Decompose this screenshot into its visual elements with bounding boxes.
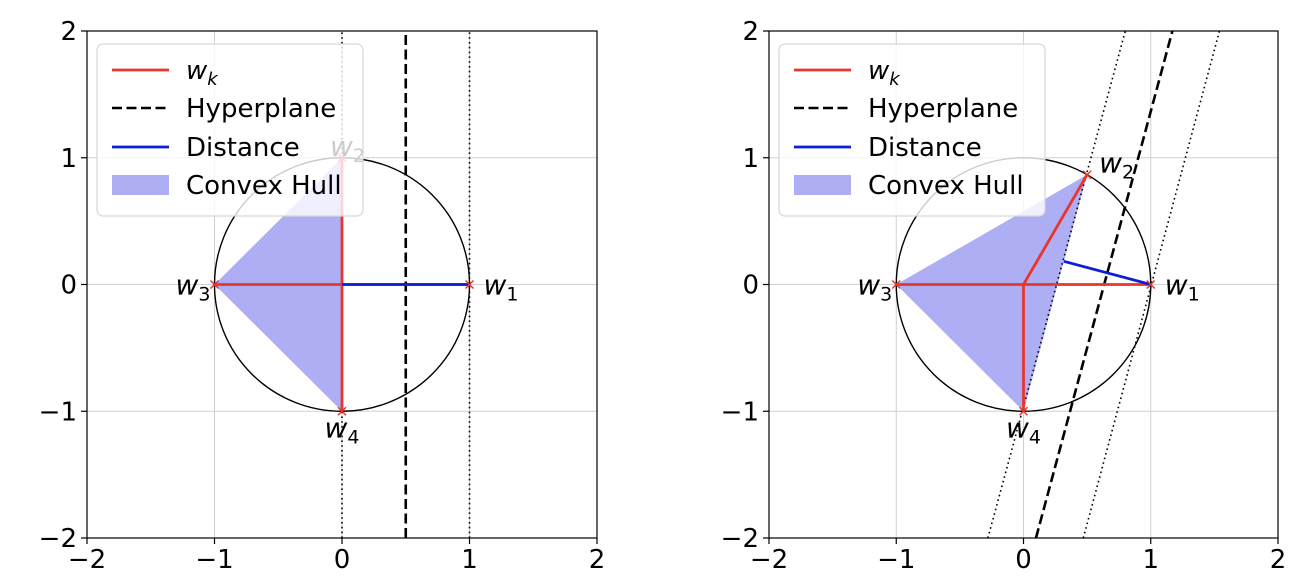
point-marker (1146, 279, 1156, 290)
chart-panel-2: w1w2w3w4−2−2−1−1001122wkHyperplaneDistan… (721, 17, 1287, 575)
x-tick-label: 1 (461, 545, 478, 575)
x-tick-label: 2 (1270, 545, 1287, 575)
legend-handle-hull (794, 175, 851, 195)
y-tick-label: 1 (742, 144, 759, 174)
point-label-sub: 4 (347, 426, 359, 448)
point-label-sub: 4 (1029, 426, 1041, 448)
point-marker (209, 279, 220, 290)
point-label: w1 (484, 269, 519, 306)
y-tick-label: 2 (60, 17, 77, 47)
x-tick-label: −2 (68, 545, 106, 575)
y-tick-label: 2 (742, 17, 759, 47)
legend-handle-hull (112, 175, 169, 195)
y-tick-label: −1 (39, 397, 77, 427)
point-marker (1082, 170, 1092, 180)
legend-box (778, 43, 1046, 217)
point-marker (1018, 406, 1029, 416)
point-label-sub: 3 (880, 284, 892, 306)
legend-box (96, 43, 364, 217)
x-tick-label: 2 (589, 545, 606, 575)
x-tick-label: −1 (877, 545, 915, 575)
x-tick-label: 0 (1015, 545, 1032, 575)
chart-panel-1: w1w2w3w4−2−2−1−1001122wkHyperplaneDistan… (39, 17, 606, 575)
y-tick-label: 1 (60, 144, 77, 174)
point-marker (891, 279, 901, 290)
legend-label: Hyperplane (868, 94, 1018, 124)
point-marker (337, 406, 347, 416)
point-label: w2 (1099, 147, 1134, 184)
x-tick-label: 1 (1142, 545, 1159, 575)
point-label: w4 (325, 411, 360, 448)
point-label: w4 (1006, 411, 1041, 448)
legend-label: Convex Hull (186, 171, 342, 201)
point-marker (464, 279, 475, 290)
point-label: w3 (857, 269, 892, 306)
point-label-sub: 2 (1122, 162, 1134, 184)
legend-label: Hyperplane (186, 94, 336, 124)
point-label-sub: 3 (198, 284, 210, 306)
x-tick-label: −1 (195, 545, 233, 575)
x-tick-label: 0 (334, 545, 351, 575)
y-tick-label: −1 (721, 397, 759, 427)
point-label-sub: 1 (506, 284, 518, 306)
legend-label-sub: k (207, 69, 219, 90)
legend-label-sub: k (889, 69, 901, 90)
wk-vector (1022, 174, 1089, 286)
distance-line (1063, 259, 1152, 286)
legend-label: Convex Hull (868, 171, 1024, 201)
point-label-sub: 1 (1188, 284, 1200, 306)
x-tick-label: −2 (750, 545, 788, 575)
y-tick-label: 0 (60, 271, 77, 301)
legend-label: Distance (868, 133, 982, 163)
y-tick-label: −2 (721, 524, 759, 554)
point-label: w1 (1165, 269, 1200, 306)
margin-line (1082, 31, 1221, 538)
margin-line (987, 31, 1127, 538)
y-tick-label: −2 (39, 524, 77, 554)
legend-label: Distance (186, 133, 300, 163)
convex-hull (896, 174, 1088, 412)
y-tick-label: 0 (742, 271, 759, 301)
point-label: w3 (176, 269, 211, 306)
